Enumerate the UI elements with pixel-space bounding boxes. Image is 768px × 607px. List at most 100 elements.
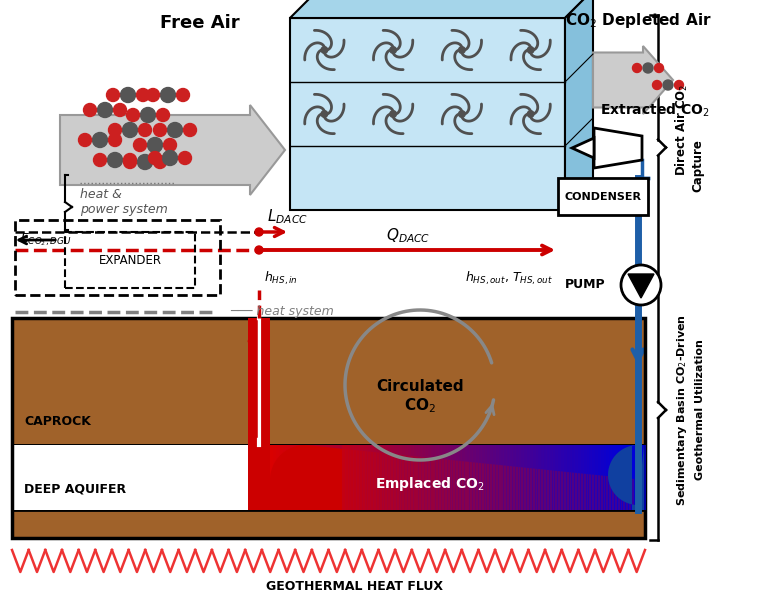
Circle shape xyxy=(167,123,183,138)
Circle shape xyxy=(147,89,160,101)
Polygon shape xyxy=(620,445,624,510)
Polygon shape xyxy=(579,445,584,510)
Polygon shape xyxy=(506,445,510,510)
Polygon shape xyxy=(441,445,445,510)
Polygon shape xyxy=(449,445,453,510)
Polygon shape xyxy=(367,445,371,510)
Polygon shape xyxy=(583,445,587,510)
Text: Sedimentary Basin CO$_2$-Driven: Sedimentary Basin CO$_2$-Driven xyxy=(675,314,689,506)
Polygon shape xyxy=(411,445,415,510)
Circle shape xyxy=(108,152,123,168)
Polygon shape xyxy=(408,445,412,510)
Polygon shape xyxy=(611,445,615,510)
Polygon shape xyxy=(421,445,425,510)
Polygon shape xyxy=(492,445,496,510)
Polygon shape xyxy=(560,445,564,510)
Polygon shape xyxy=(386,445,389,510)
Polygon shape xyxy=(561,445,564,510)
Text: EXPANDER: EXPANDER xyxy=(98,254,161,266)
Circle shape xyxy=(108,134,121,146)
Circle shape xyxy=(123,123,137,138)
Circle shape xyxy=(98,103,112,118)
Polygon shape xyxy=(617,445,621,510)
Polygon shape xyxy=(326,445,330,510)
Polygon shape xyxy=(364,445,368,510)
Circle shape xyxy=(621,265,661,305)
Polygon shape xyxy=(376,445,380,510)
Text: power system: power system xyxy=(80,203,167,217)
Polygon shape xyxy=(625,445,629,510)
Polygon shape xyxy=(329,445,333,510)
Polygon shape xyxy=(359,445,362,510)
Circle shape xyxy=(124,155,137,169)
Polygon shape xyxy=(248,445,645,510)
Polygon shape xyxy=(511,445,515,510)
Bar xyxy=(15,220,220,295)
Polygon shape xyxy=(384,445,388,510)
Polygon shape xyxy=(597,445,601,510)
Circle shape xyxy=(163,151,177,166)
Circle shape xyxy=(255,228,263,236)
Polygon shape xyxy=(417,445,421,510)
Polygon shape xyxy=(498,445,502,510)
Text: Emplaced CO$_2$: Emplaced CO$_2$ xyxy=(375,475,485,493)
Circle shape xyxy=(141,107,155,123)
Polygon shape xyxy=(342,445,346,510)
Text: $h_{HS,in}$: $h_{HS,in}$ xyxy=(264,270,298,287)
Polygon shape xyxy=(642,445,646,510)
Circle shape xyxy=(138,123,151,137)
Polygon shape xyxy=(629,445,634,510)
Text: CO$_2$ Depleted Air: CO$_2$ Depleted Air xyxy=(564,11,711,30)
Text: DEEP AQUIFER: DEEP AQUIFER xyxy=(24,482,126,495)
Polygon shape xyxy=(370,445,374,510)
Polygon shape xyxy=(531,445,535,510)
Polygon shape xyxy=(475,445,478,510)
Polygon shape xyxy=(567,445,571,510)
Polygon shape xyxy=(554,445,558,510)
Polygon shape xyxy=(582,445,587,510)
Polygon shape xyxy=(435,445,439,510)
Polygon shape xyxy=(509,445,513,510)
Polygon shape xyxy=(348,445,353,510)
Polygon shape xyxy=(407,445,411,510)
Polygon shape xyxy=(520,445,524,510)
Polygon shape xyxy=(382,445,386,510)
Circle shape xyxy=(157,109,170,121)
Bar xyxy=(65,232,195,288)
Circle shape xyxy=(78,134,91,146)
Text: $Q_{DACC}$: $Q_{DACC}$ xyxy=(386,226,431,245)
Polygon shape xyxy=(289,445,293,510)
Polygon shape xyxy=(379,445,382,510)
Polygon shape xyxy=(571,445,575,510)
Polygon shape xyxy=(605,445,609,510)
Polygon shape xyxy=(345,445,349,510)
Text: ─── heat system: ─── heat system xyxy=(230,305,334,319)
Polygon shape xyxy=(633,445,637,510)
Polygon shape xyxy=(283,445,286,510)
Polygon shape xyxy=(423,445,427,510)
Circle shape xyxy=(458,110,465,117)
Polygon shape xyxy=(636,445,640,510)
Polygon shape xyxy=(535,445,538,510)
Polygon shape xyxy=(498,445,502,510)
Polygon shape xyxy=(485,445,490,510)
Circle shape xyxy=(255,246,263,254)
Polygon shape xyxy=(608,445,644,510)
Polygon shape xyxy=(591,445,595,510)
Polygon shape xyxy=(412,445,416,510)
Polygon shape xyxy=(594,128,642,168)
Circle shape xyxy=(92,132,108,148)
Polygon shape xyxy=(373,445,377,510)
Polygon shape xyxy=(566,445,570,510)
Polygon shape xyxy=(310,445,315,510)
Circle shape xyxy=(134,138,147,152)
Polygon shape xyxy=(470,445,474,510)
Polygon shape xyxy=(551,445,555,510)
Polygon shape xyxy=(538,445,543,510)
Polygon shape xyxy=(540,445,544,510)
Text: $E_{CO_2,DGU}$: $E_{CO_2,DGU}$ xyxy=(20,232,71,248)
Polygon shape xyxy=(495,445,498,510)
Polygon shape xyxy=(585,445,589,510)
Polygon shape xyxy=(426,445,430,510)
Circle shape xyxy=(137,155,153,169)
